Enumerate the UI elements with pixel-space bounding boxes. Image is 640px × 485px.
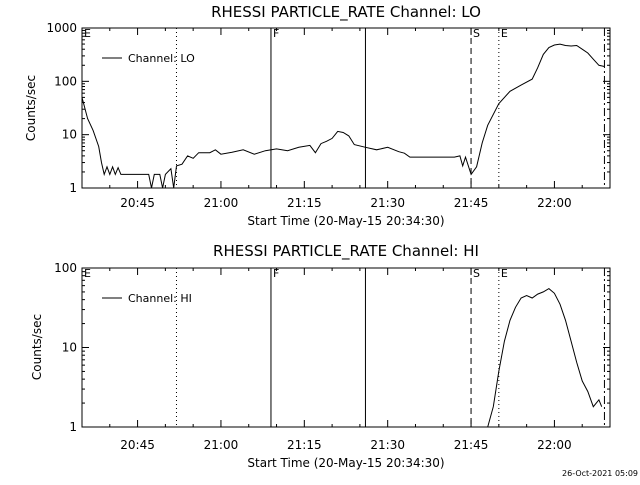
generated-timestamp: 26-Oct-2021 05:09 [562,469,638,478]
lo-channel-panel: RHESSI PARTICLE_RATE Channel: LO Start T… [24,3,611,228]
lo-x-tick-label: 20:45 [120,196,155,210]
lo-y-tick-label: 10 [62,128,77,142]
lo-x-axis-label: Start Time (20-May-15 20:34:30) [247,214,444,228]
hi-x-tick-label: 20:45 [120,438,155,452]
hi-channel-panel: RHESSI PARTICLE_RATE Channel: HI Start T… [30,242,611,470]
hi-event-marker-label: S [473,267,480,280]
hi-chart-title: RHESSI PARTICLE_RATE Channel: HI [213,242,479,261]
hi-x-tick-label: 22:00 [537,438,572,452]
hi-event-marker-label: E [501,267,508,280]
hi-event-marker-label: E [84,267,91,280]
lo-x-tick-label: 21:15 [287,196,322,210]
lo-x-tick-label: 22:00 [537,196,572,210]
hi-series-line [487,287,603,428]
lo-event-marker-label: S [473,27,480,40]
lo-event-marker-label: F [273,27,279,40]
hi-legend: Channel: HI [102,292,192,305]
hi-y-tick-label: 100 [54,261,77,275]
lo-x-tick-label: 21:00 [204,196,239,210]
lo-x-tick-label: 21:45 [454,196,489,210]
lo-y-tick-label: 1 [69,181,77,195]
hi-x-tick-label: 21:00 [204,438,239,452]
hi-x-tick-label: 21:30 [370,438,405,452]
lo-y-axis-label: Counts/sec [24,75,38,141]
lo-legend-label: Channel: LO [128,52,195,65]
lo-event-marker-label: E [84,27,91,40]
hi-legend-label: Channel: HI [128,292,192,305]
hi-event-marker-label: F [273,267,279,280]
hi-y-tick-label: 1 [69,420,77,434]
hi-y-axis-label: Counts/sec [30,314,44,380]
lo-series-line [81,43,605,189]
lo-y-tick-label: 100 [54,74,77,88]
hi-x-tick-label: 21:45 [454,438,489,452]
lo-chart-title: RHESSI PARTICLE_RATE Channel: LO [211,3,481,22]
hi-x-tick-label: 21:15 [287,438,322,452]
hi-x-axis-label: Start Time (20-May-15 20:34:30) [247,456,444,470]
hi-y-tick-label: 10 [62,341,77,355]
lo-y-tick-label: 1000 [46,21,77,35]
lo-x-tick-label: 21:30 [370,196,405,210]
lo-legend: Channel: LO [102,52,195,65]
lo-plot-frame [81,27,611,189]
lo-event-marker-label: E [501,27,508,40]
